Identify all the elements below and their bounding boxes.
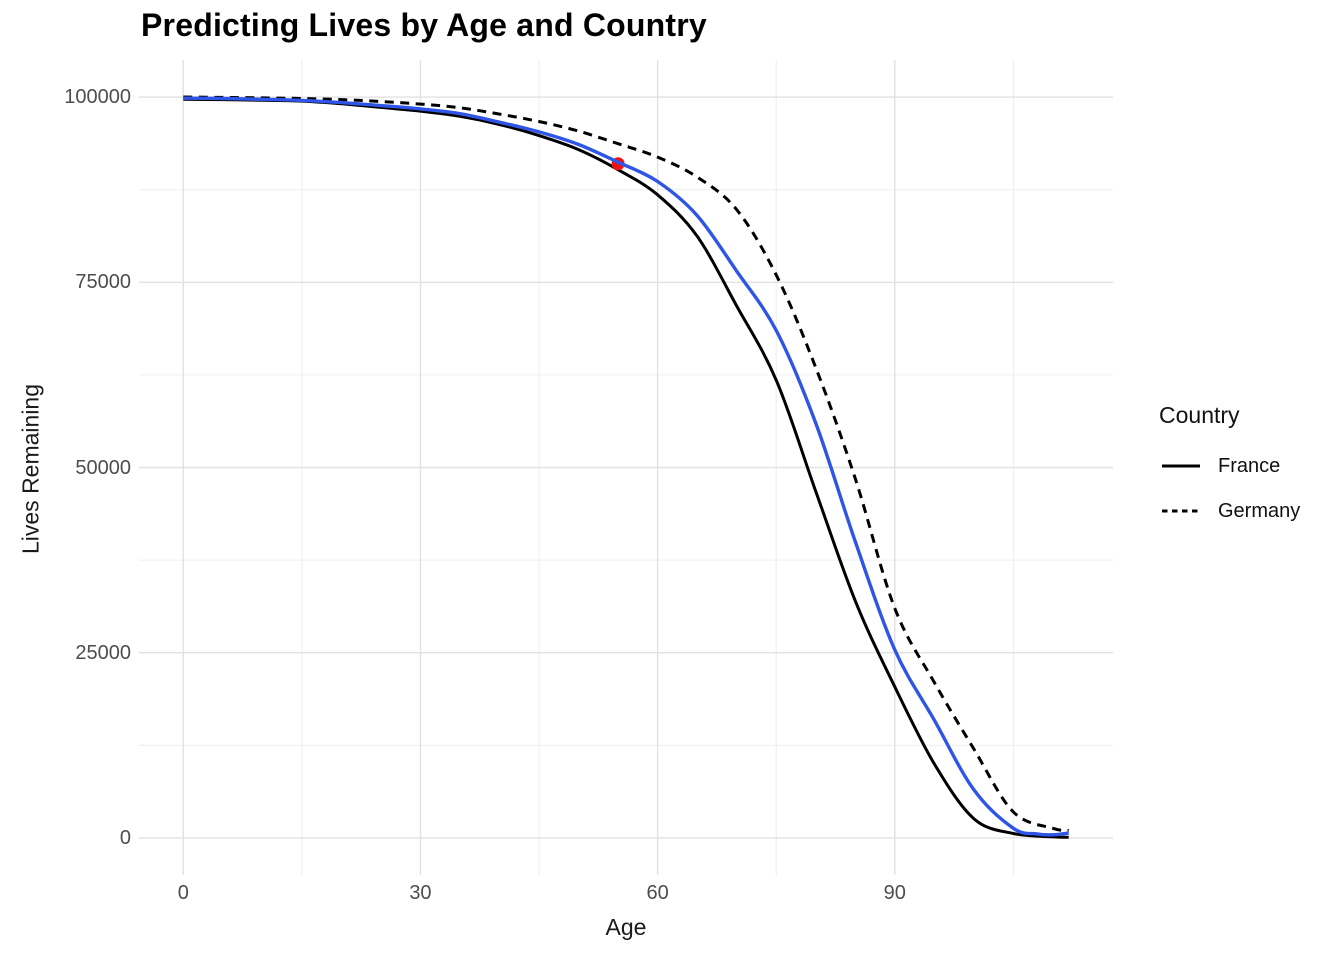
y-tick-label: 100000 [64, 86, 131, 109]
x-tick-label: 30 [409, 882, 432, 904]
legend-title: Country [1159, 402, 1240, 428]
x-tick-label: 60 [646, 882, 669, 904]
y-axis-title: Lives Remaining [17, 383, 44, 555]
prediction-curve [183, 96, 1069, 837]
y-tick-label: 0 [119, 826, 131, 849]
x-axis-title: Age [605, 914, 647, 940]
y-tick-label: 50000 [75, 456, 131, 479]
germany-dashed-line-key-icon [1162, 509, 1200, 513]
germany-curve [183, 95, 1069, 832]
france-curve [183, 97, 1069, 839]
y-tick-label: 75000 [75, 271, 131, 294]
legend-item-label: France [1218, 455, 1281, 477]
france-solid-line-key-icon [1162, 464, 1200, 468]
legend-item-germany: Germany [1159, 498, 1343, 524]
x-tick-label: 0 [177, 882, 189, 904]
x-tick-label: 90 [883, 882, 906, 904]
legend-item-france: France [1159, 453, 1343, 479]
y-tick-label: 25000 [75, 641, 131, 664]
legend-item-label: Germany [1218, 500, 1301, 522]
legend: Country France Germany [1159, 401, 1343, 543]
chart-title: Predicting Lives by Age and Country [141, 7, 707, 43]
